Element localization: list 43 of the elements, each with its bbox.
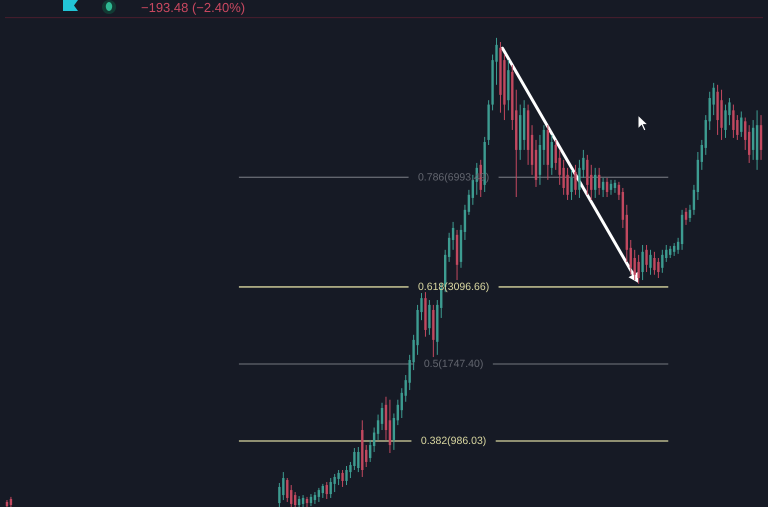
candlestick bbox=[333, 473, 336, 493]
candlestick bbox=[740, 111, 742, 138]
candlestick bbox=[641, 244, 644, 281]
candlestick bbox=[562, 159, 565, 196]
candlestick bbox=[302, 494, 304, 507]
ref-line-label: 0.5(1747.40) bbox=[424, 358, 484, 370]
candlestick bbox=[322, 483, 324, 498]
candlestick bbox=[728, 98, 731, 126]
annotation: −193.48 (−2.40%) bbox=[141, 0, 246, 15]
candlestick bbox=[637, 254, 640, 284]
candlestick bbox=[657, 257, 660, 278]
candlestick bbox=[598, 167, 600, 196]
candlestick bbox=[278, 482, 281, 507]
candlestick bbox=[590, 164, 592, 200]
candlestick bbox=[357, 446, 360, 473]
candlestick bbox=[661, 249, 664, 274]
candlestick bbox=[298, 496, 300, 507]
candlestick bbox=[633, 249, 636, 281]
candlestick bbox=[286, 478, 288, 502]
ref-line-label: 0.382(986.03) bbox=[420, 435, 486, 448]
candlestick bbox=[337, 470, 340, 486]
candlestick bbox=[736, 114, 739, 140]
candlestick bbox=[594, 167, 596, 198]
candlestick bbox=[602, 177, 604, 198]
candlestick bbox=[10, 496, 12, 507]
candlestick bbox=[606, 177, 608, 198]
candlestick bbox=[748, 124, 750, 164]
candlestick bbox=[326, 482, 328, 500]
candlestick bbox=[653, 251, 656, 276]
candlestick bbox=[669, 245, 672, 258]
candlestick bbox=[752, 120, 754, 160]
candlestick bbox=[428, 300, 431, 336]
candlestick bbox=[672, 242, 676, 256]
candlestick bbox=[353, 448, 356, 471]
candlestick bbox=[330, 478, 332, 498]
candlestick bbox=[318, 487, 320, 502]
candlestick bbox=[314, 492, 316, 504]
candlestick bbox=[578, 159, 581, 198]
candlestick bbox=[732, 104, 735, 138]
candlestick bbox=[566, 167, 569, 200]
candlestick bbox=[282, 472, 285, 501]
candlestick bbox=[294, 492, 296, 507]
candlestick bbox=[558, 149, 561, 186]
